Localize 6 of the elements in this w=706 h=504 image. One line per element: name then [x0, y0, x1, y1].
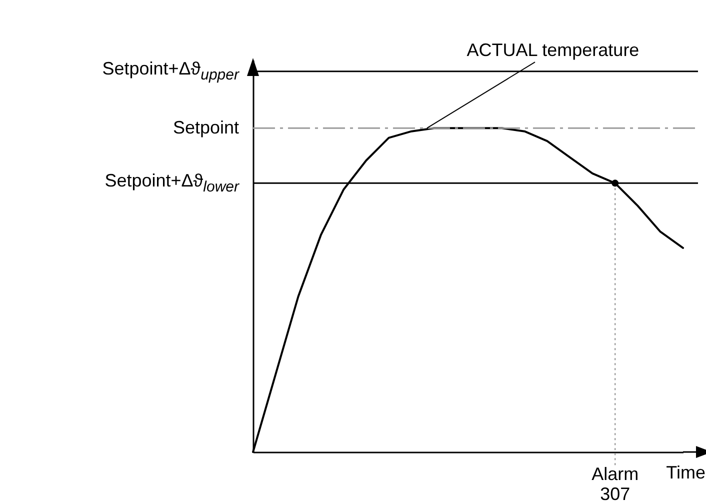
- ref-line-label: Setpoint: [172, 118, 239, 139]
- ref-line-label: Setpoint+Δϑ$_{upper}$: [102, 59, 239, 84]
- text: ACTUAL temperature: [466, 40, 640, 60]
- ref-line-label: Setpoint+Δϑ$_{lower}$: [104, 170, 239, 196]
- text: Alarm 307: [592, 464, 639, 504]
- x-axis-title: Time: [666, 462, 706, 482]
